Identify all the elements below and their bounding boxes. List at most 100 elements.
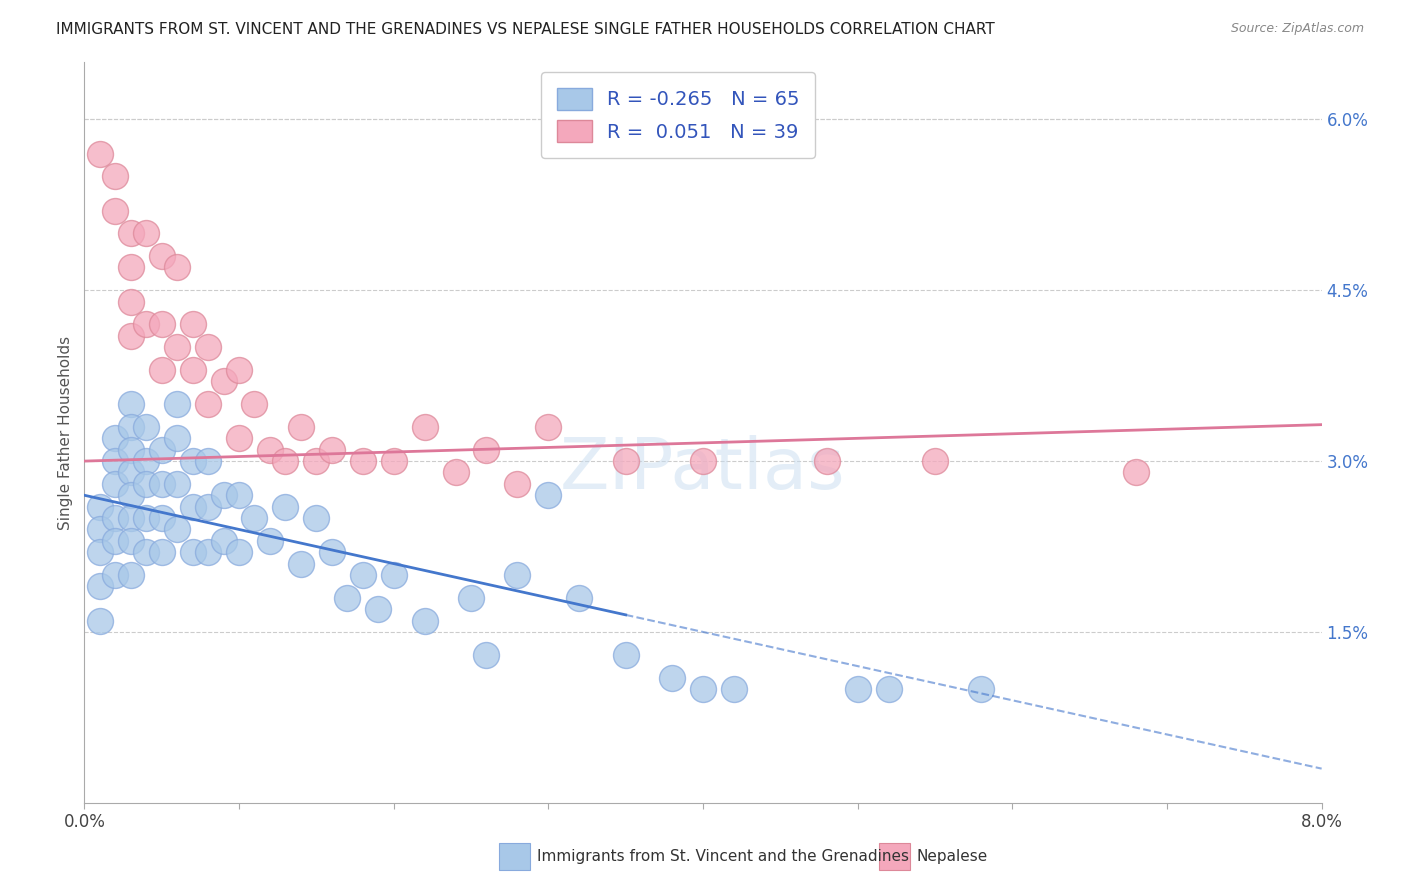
Text: Immigrants from St. Vincent and the Grenadines: Immigrants from St. Vincent and the Gren… bbox=[537, 849, 910, 863]
Point bbox=[166, 476, 188, 491]
Point bbox=[413, 420, 436, 434]
Point bbox=[321, 442, 343, 457]
Point bbox=[104, 203, 127, 218]
Point bbox=[104, 431, 127, 445]
Point bbox=[197, 454, 219, 468]
Point bbox=[197, 545, 219, 559]
Point bbox=[475, 442, 498, 457]
Point bbox=[120, 442, 142, 457]
Point bbox=[212, 375, 235, 389]
Point bbox=[120, 227, 142, 241]
Point bbox=[181, 318, 204, 332]
Point bbox=[228, 488, 250, 502]
Point bbox=[321, 545, 343, 559]
Point bbox=[661, 671, 683, 685]
Point bbox=[723, 681, 745, 696]
Point bbox=[120, 511, 142, 525]
Point bbox=[846, 681, 869, 696]
Point bbox=[475, 648, 498, 662]
Point bbox=[290, 420, 312, 434]
Point bbox=[506, 568, 529, 582]
Point bbox=[120, 397, 142, 411]
Point bbox=[89, 579, 111, 593]
Point bbox=[150, 476, 173, 491]
Point bbox=[135, 318, 157, 332]
Point bbox=[537, 420, 560, 434]
Point bbox=[614, 648, 637, 662]
Point bbox=[877, 681, 900, 696]
Point bbox=[181, 454, 204, 468]
Point bbox=[89, 614, 111, 628]
Point bbox=[150, 442, 173, 457]
Point bbox=[120, 420, 142, 434]
Point bbox=[274, 454, 297, 468]
Point bbox=[89, 523, 111, 537]
Point bbox=[104, 533, 127, 548]
Point bbox=[166, 397, 188, 411]
Point bbox=[367, 602, 389, 616]
Point bbox=[382, 454, 405, 468]
Point bbox=[166, 260, 188, 275]
Point bbox=[135, 511, 157, 525]
Point bbox=[568, 591, 591, 605]
Point bbox=[305, 511, 328, 525]
Point bbox=[135, 545, 157, 559]
Point bbox=[413, 614, 436, 628]
Point bbox=[290, 557, 312, 571]
Point bbox=[259, 533, 281, 548]
Text: ZIPatlas: ZIPatlas bbox=[560, 435, 846, 504]
Point bbox=[352, 568, 374, 582]
Y-axis label: Single Father Households: Single Father Households bbox=[58, 335, 73, 530]
Point bbox=[305, 454, 328, 468]
Point bbox=[135, 227, 157, 241]
Point bbox=[181, 363, 204, 377]
Point bbox=[120, 260, 142, 275]
Point bbox=[228, 431, 250, 445]
Point bbox=[228, 545, 250, 559]
Point bbox=[135, 476, 157, 491]
Point bbox=[120, 328, 142, 343]
Point bbox=[135, 454, 157, 468]
Point bbox=[150, 249, 173, 263]
Point bbox=[120, 294, 142, 309]
Point bbox=[120, 488, 142, 502]
Point bbox=[382, 568, 405, 582]
Point bbox=[150, 545, 173, 559]
Point bbox=[181, 545, 204, 559]
Point bbox=[89, 545, 111, 559]
Point bbox=[120, 466, 142, 480]
Point bbox=[614, 454, 637, 468]
Point bbox=[970, 681, 993, 696]
Point bbox=[166, 340, 188, 354]
Point bbox=[104, 511, 127, 525]
Point bbox=[197, 500, 219, 514]
Point bbox=[460, 591, 482, 605]
Point bbox=[166, 431, 188, 445]
Point bbox=[212, 488, 235, 502]
Point bbox=[924, 454, 946, 468]
Point bbox=[120, 533, 142, 548]
Point bbox=[336, 591, 359, 605]
Point bbox=[197, 397, 219, 411]
Point bbox=[212, 533, 235, 548]
Point bbox=[243, 511, 266, 525]
Point bbox=[150, 363, 173, 377]
Point bbox=[815, 454, 838, 468]
Point bbox=[120, 568, 142, 582]
Point bbox=[104, 568, 127, 582]
Point bbox=[135, 420, 157, 434]
Point bbox=[150, 318, 173, 332]
Point bbox=[692, 681, 714, 696]
Point bbox=[89, 146, 111, 161]
Point bbox=[352, 454, 374, 468]
Point bbox=[181, 500, 204, 514]
Legend: R = -0.265   N = 65, R =  0.051   N = 39: R = -0.265 N = 65, R = 0.051 N = 39 bbox=[541, 72, 815, 158]
Point bbox=[692, 454, 714, 468]
Point bbox=[197, 340, 219, 354]
Text: IMMIGRANTS FROM ST. VINCENT AND THE GRENADINES VS NEPALESE SINGLE FATHER HOUSEHO: IMMIGRANTS FROM ST. VINCENT AND THE GREN… bbox=[56, 22, 995, 37]
Point bbox=[259, 442, 281, 457]
Point bbox=[228, 363, 250, 377]
Point bbox=[89, 500, 111, 514]
Point bbox=[104, 454, 127, 468]
Point bbox=[104, 476, 127, 491]
